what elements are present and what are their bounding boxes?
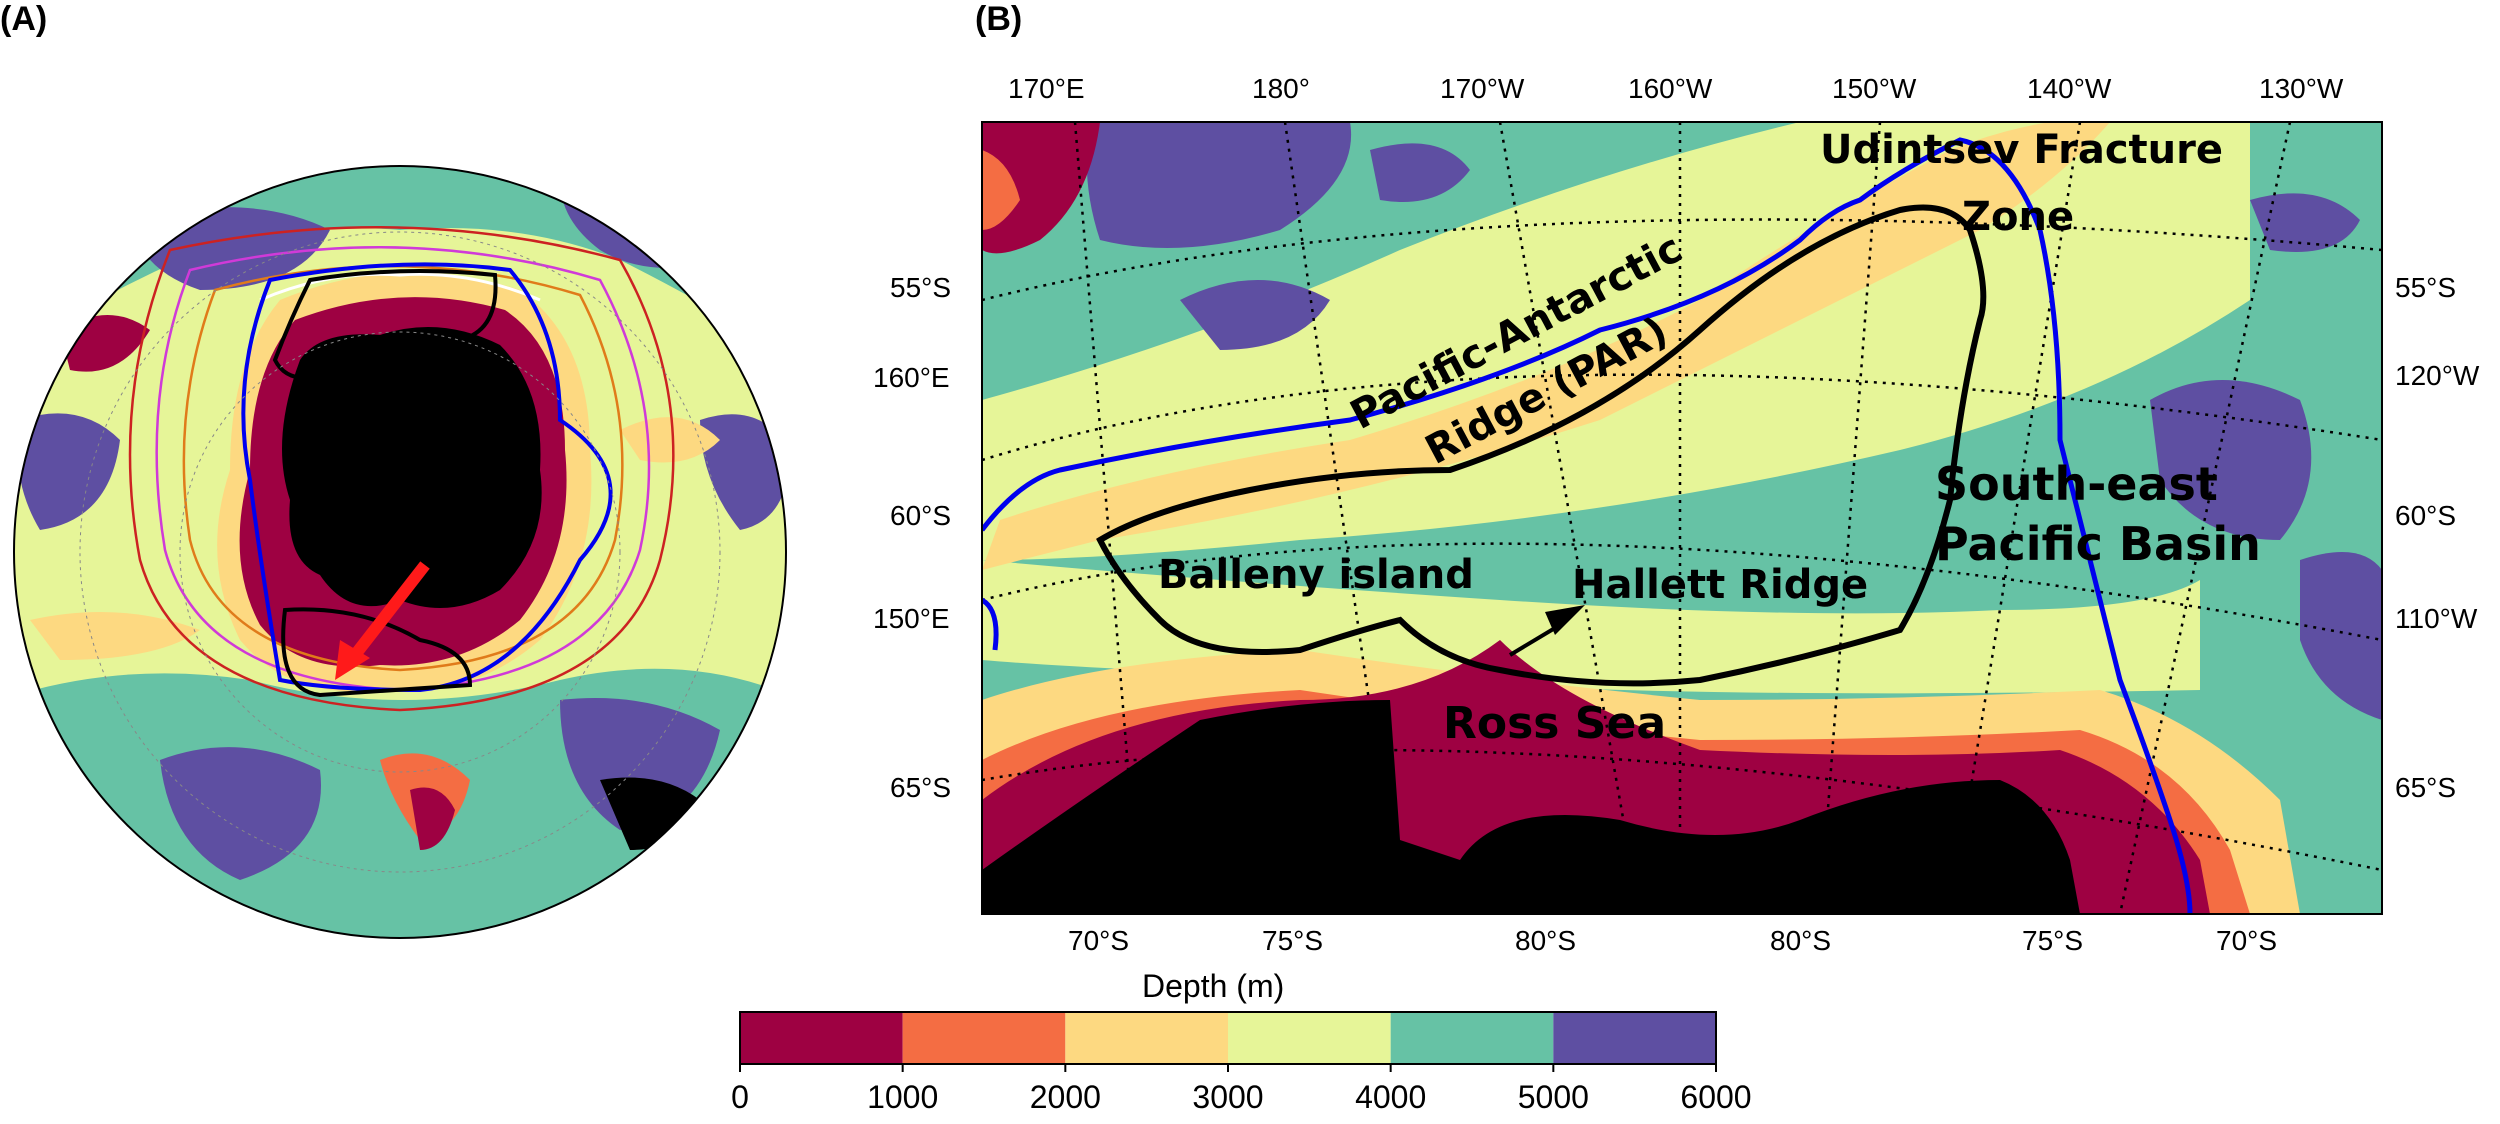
panel-b-frame xyxy=(981,121,2383,915)
basin-label: South-east xyxy=(1935,457,2218,511)
panel-a-frame xyxy=(13,165,787,939)
right-lat-tick: 110°W xyxy=(2395,603,2478,634)
colorbar-tick-label: 2000 xyxy=(1030,1079,1101,1115)
colorbar-tick-label: 6000 xyxy=(1680,1079,1751,1115)
top-lon-tick: 170°W xyxy=(1440,73,1525,104)
bottom-tick: 70°S xyxy=(2216,925,2277,956)
top-lon-tick: 170°E xyxy=(1008,73,1085,104)
bottom-tick: 75°S xyxy=(1262,925,1323,956)
abyssal-patch xyxy=(160,747,321,880)
abyssal-patch xyxy=(2250,193,2360,252)
panel-a-map xyxy=(14,166,786,938)
ross-gyre-arrow xyxy=(335,561,430,680)
left-lat-tick: 60°S xyxy=(890,500,951,531)
top-lon-ticks: 170°E 180° 170°W 160°W 150°W 140°W 130°W xyxy=(1008,73,2344,104)
abyssal-patch xyxy=(2300,552,2382,720)
top-lon-tick: 140°W xyxy=(2027,73,2112,104)
front-line xyxy=(982,137,2193,914)
ross-gyre-label: Ross Gyre xyxy=(295,497,532,546)
colorbar-tick-label: 0 xyxy=(731,1079,749,1115)
colorbar-tick-label: 4000 xyxy=(1355,1079,1426,1115)
balleny-label: Balleny island xyxy=(1158,552,1474,598)
ridge-band xyxy=(30,612,200,660)
colorbar-bin xyxy=(1228,1012,1391,1064)
hallett-arrowhead xyxy=(1545,605,1585,635)
right-lat-tick: 55°S xyxy=(2395,272,2456,303)
basin-label: Pacific Basin xyxy=(1935,517,2261,571)
top-lon-tick: 160°W xyxy=(1628,73,1713,104)
ridge-band xyxy=(620,417,720,463)
colorbar-bin xyxy=(740,1012,903,1064)
front-line xyxy=(982,597,999,651)
ross-sea-label: Ross Sea xyxy=(1443,698,1666,749)
left-lat-tick: 160°E xyxy=(873,362,950,393)
colorbar-bin xyxy=(1553,1012,1716,1064)
bottom-tick: 80°S xyxy=(1515,925,1576,956)
antarctica-land xyxy=(282,327,542,608)
antarctica-land xyxy=(982,700,2080,914)
left-lat-tick: 150°E xyxy=(873,603,950,634)
colorbar-bin xyxy=(1390,1012,1554,1064)
ross-gyre-contour xyxy=(1096,204,1987,687)
abyssal-patch xyxy=(2150,380,2312,540)
right-lat-ticks: 55°S 120°W 60°S 110°W 65°S xyxy=(2395,272,2480,803)
hallett-label: Hallett Ridge xyxy=(1572,562,1868,608)
front-contour xyxy=(155,246,651,692)
colorbar xyxy=(740,1012,1716,1064)
shallow-patch xyxy=(982,122,1100,254)
hallett-arrow xyxy=(1508,623,1562,657)
graticule xyxy=(982,122,2382,914)
left-lat-tick: 55°S xyxy=(890,272,951,303)
top-lon-tick: 130°W xyxy=(2259,73,2344,104)
udintsev-label: Zone xyxy=(1962,194,2074,240)
bottom-tick: 75°S xyxy=(2022,925,2083,956)
abyssal-patch xyxy=(1086,122,1352,248)
bottom-ticks: 70°S 75°S 80°S 80°S 75°S 70°S xyxy=(1068,925,2277,956)
abyssal-patch xyxy=(17,413,120,530)
abyssal-patch xyxy=(700,414,786,530)
colorbar-tick-label: 5000 xyxy=(1518,1079,1589,1115)
right-lat-tick: 65°S xyxy=(2395,772,2456,803)
bottom-tick: 70°S xyxy=(1068,925,1129,956)
panel-a-label: (A) xyxy=(0,0,47,38)
colorbar-bin xyxy=(902,1012,1066,1064)
front-line xyxy=(241,262,613,693)
colorbar-label: Depth (m) xyxy=(1142,968,1284,1004)
weddell-gyre-contour xyxy=(272,269,498,380)
colorbar-tick-label: 3000 xyxy=(1192,1079,1263,1115)
udintsev-label: Udintsev Fracture xyxy=(1820,127,2223,173)
left-lat-tick: 65°S xyxy=(890,772,951,803)
left-lat-ticks: 55°S 160°E 60°S 150°E 65°S xyxy=(873,272,951,803)
top-lon-tick: 150°W xyxy=(1832,73,1917,104)
colorbar-ticks: 0 1000 2000 3000 4000 5000 6000 xyxy=(731,1064,1752,1115)
bottom-tick: 80°S xyxy=(1770,925,1831,956)
colorbar-bin xyxy=(1065,1012,1228,1064)
panel-b-label: (B) xyxy=(975,0,1022,38)
panel-b-map xyxy=(982,122,2382,914)
right-lat-tick: 120°W xyxy=(2395,360,2480,391)
ridge-band xyxy=(410,787,455,850)
top-lon-tick: 180° xyxy=(1252,73,1310,104)
right-lat-tick: 60°S xyxy=(2395,500,2456,531)
shallow-patch xyxy=(982,150,1020,230)
colorbar-tick-label: 1000 xyxy=(867,1079,938,1115)
ridge-crest xyxy=(982,122,2110,570)
abyssal-patch xyxy=(1180,280,1330,350)
abyssal-patch xyxy=(1370,143,1470,202)
